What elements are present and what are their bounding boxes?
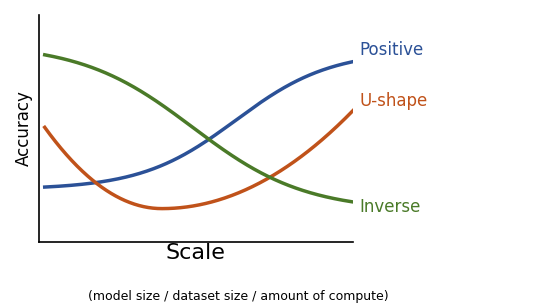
X-axis label: Scale: Scale: [166, 244, 225, 263]
Text: Positive: Positive: [359, 41, 423, 59]
Text: (model size / dataset size / amount of compute): (model size / dataset size / amount of c…: [88, 290, 389, 303]
Y-axis label: Accuracy: Accuracy: [15, 91, 33, 166]
Text: U-shape: U-shape: [359, 92, 428, 110]
Text: Inverse: Inverse: [359, 198, 421, 216]
